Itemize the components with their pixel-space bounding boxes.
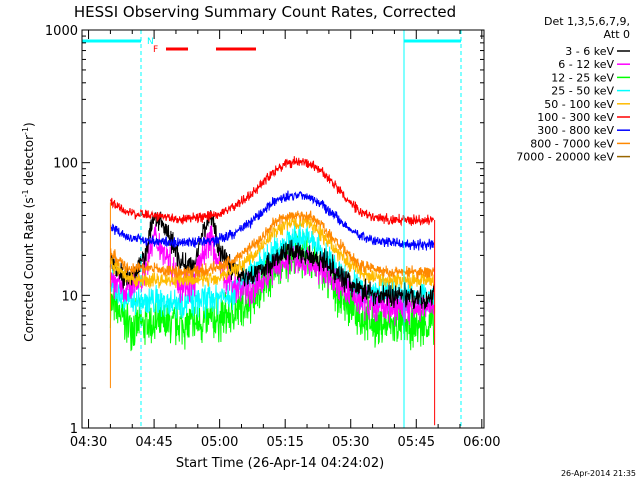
series-line (110, 210, 435, 280)
date-stamp: 26-Apr-2014 21:35 (561, 469, 636, 478)
n-flag-label: N (147, 37, 154, 47)
y-axis-label: Corrected Count Rate (s-1 detector-1) (21, 122, 36, 341)
y-tick-label: 1 (70, 422, 78, 437)
y-tick-label: 100 (53, 157, 78, 172)
y-label-part1: Corrected Count Rate (s (22, 197, 36, 341)
y-label-sup1: -1 (21, 189, 30, 197)
x-tick-label: 04:45 (135, 435, 172, 450)
f-flag-label: F (153, 45, 158, 55)
x-axis: 04:30 04:45 05:00 05:15 05:30 05:45 06:00 (70, 30, 501, 450)
x-tick-label: 05:00 (201, 435, 238, 450)
legend-subheader: Att 0 (604, 28, 630, 41)
x-tick-label: 04:30 (70, 435, 107, 450)
legend-label: 50 - 100 keV (544, 98, 614, 111)
legend-label: 3 - 6 keV (565, 45, 614, 58)
legend-label: 300 - 800 keV (537, 124, 614, 137)
series-line (109, 156, 435, 227)
x-axis-label: Start Time (26-Apr-14 04:24:02) (176, 456, 384, 471)
y-label-part3: ) (22, 122, 36, 127)
chart-title: HESSI Observing Summary Count Rates, Cor… (74, 3, 456, 21)
legend-label: 800 - 7000 keV (530, 137, 614, 150)
legend-label: 100 - 300 keV (537, 111, 614, 124)
x-tick-label: 05:45 (398, 435, 435, 450)
y-label-sup2: -1 (21, 127, 30, 135)
y-tick-label: 1000 (45, 24, 78, 39)
x-tick-label: 05:30 (332, 435, 369, 450)
legend-label: 6 - 12 keV (558, 58, 614, 71)
plot-frame (81, 29, 485, 429)
y-label-part2: detector (22, 135, 36, 190)
series-line (109, 216, 435, 290)
series-line (109, 210, 435, 310)
x-tick-label: 06:00 (463, 435, 500, 450)
legend-label: 25 - 50 keV (551, 85, 614, 98)
legend-header: Det 1,3,5,6,7,9, (544, 15, 630, 28)
x-tick-label: 05:15 (266, 435, 303, 450)
traces-layer (109, 156, 436, 426)
y-axis: 1 10 100 1000 (45, 24, 484, 437)
legend-label: 7000 - 20000 keV (516, 151, 614, 164)
y-tick-label: 10 (61, 289, 78, 304)
legend-label: 12 - 25 keV (551, 71, 614, 84)
series-line (110, 190, 435, 251)
